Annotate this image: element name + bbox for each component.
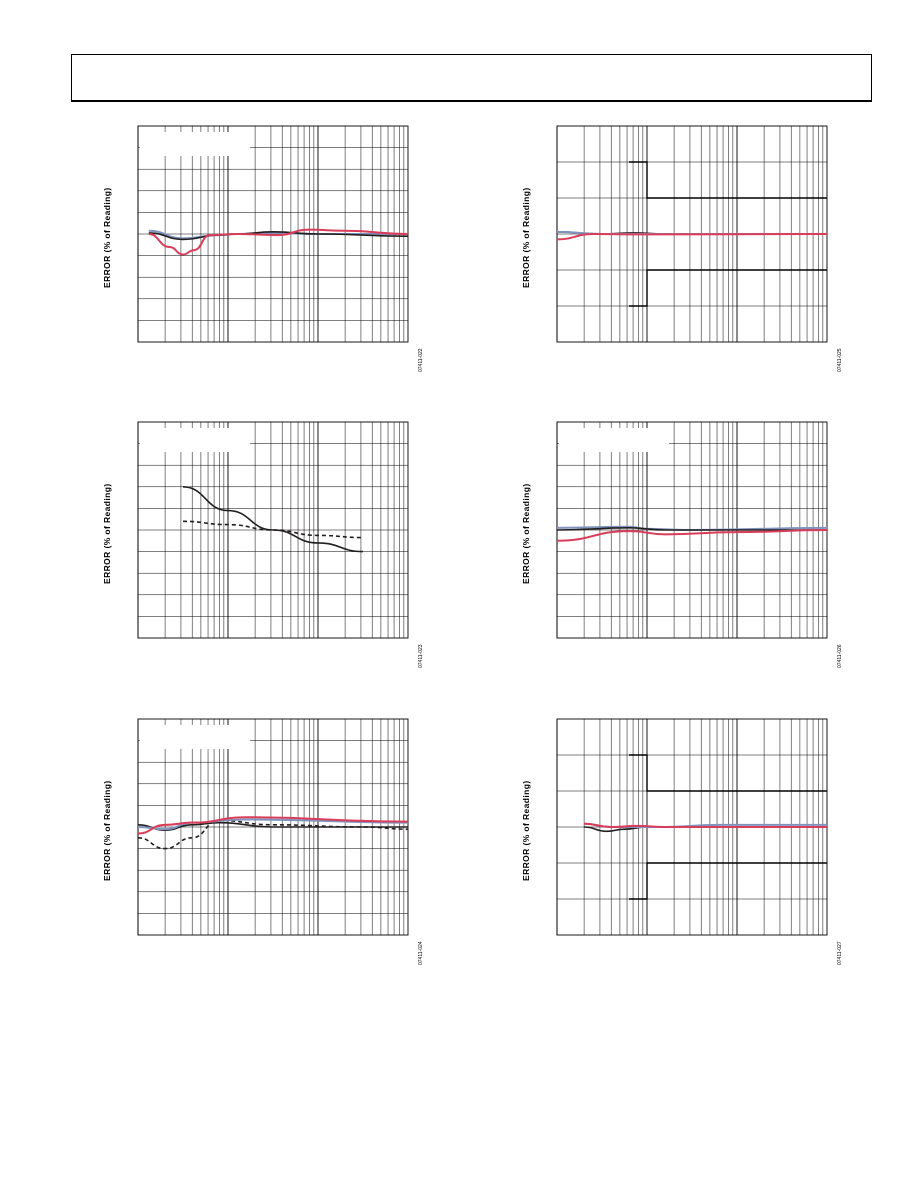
spec-limit-lower [629, 269, 827, 307]
spec-limit-upper [629, 161, 827, 199]
series-group [137, 816, 409, 850]
legend-box [140, 132, 250, 156]
legend-box [140, 428, 250, 452]
series-group [148, 228, 409, 256]
chart-svg [137, 421, 409, 639]
series-line-black-dashed [182, 520, 364, 539]
chart-panel-3: ERROR (% of Reading) 07411-023 [100, 416, 440, 676]
page-header-box [71, 54, 872, 102]
chart-panel-6: ERROR (% of Reading) 07411-027 [519, 713, 859, 973]
series-line-red [556, 232, 828, 241]
plot-frame [137, 421, 409, 639]
legend-box [559, 428, 669, 452]
chart-svg [137, 125, 409, 343]
legend-box [140, 725, 250, 749]
series-line-black [137, 821, 408, 832]
chart-svg [556, 421, 828, 639]
series-group [556, 230, 828, 241]
series-line-black [556, 527, 827, 531]
chart-svg [137, 718, 409, 936]
chart-panel-4: ERROR (% of Reading) 07411-026 [519, 416, 859, 676]
chart-panel-1: ERROR (% of Reading) 07411-022 [100, 120, 440, 380]
series-line-red [583, 822, 827, 829]
chart-svg [556, 718, 828, 936]
series-line-red [556, 529, 828, 542]
chart-svg [556, 125, 828, 343]
series-line-black [182, 486, 364, 553]
series-line-red [137, 816, 409, 835]
spec-limit-upper [629, 754, 827, 792]
series-group [556, 525, 828, 542]
series-group [182, 486, 364, 553]
series-line-red [148, 228, 409, 256]
series-group [583, 822, 827, 833]
chart-panel-2: ERROR (% of Reading) 07411-025 [519, 120, 859, 380]
chart-panel-5: ERROR (% of Reading) 07411-024 [100, 713, 440, 973]
spec-limit-lower [629, 862, 827, 900]
